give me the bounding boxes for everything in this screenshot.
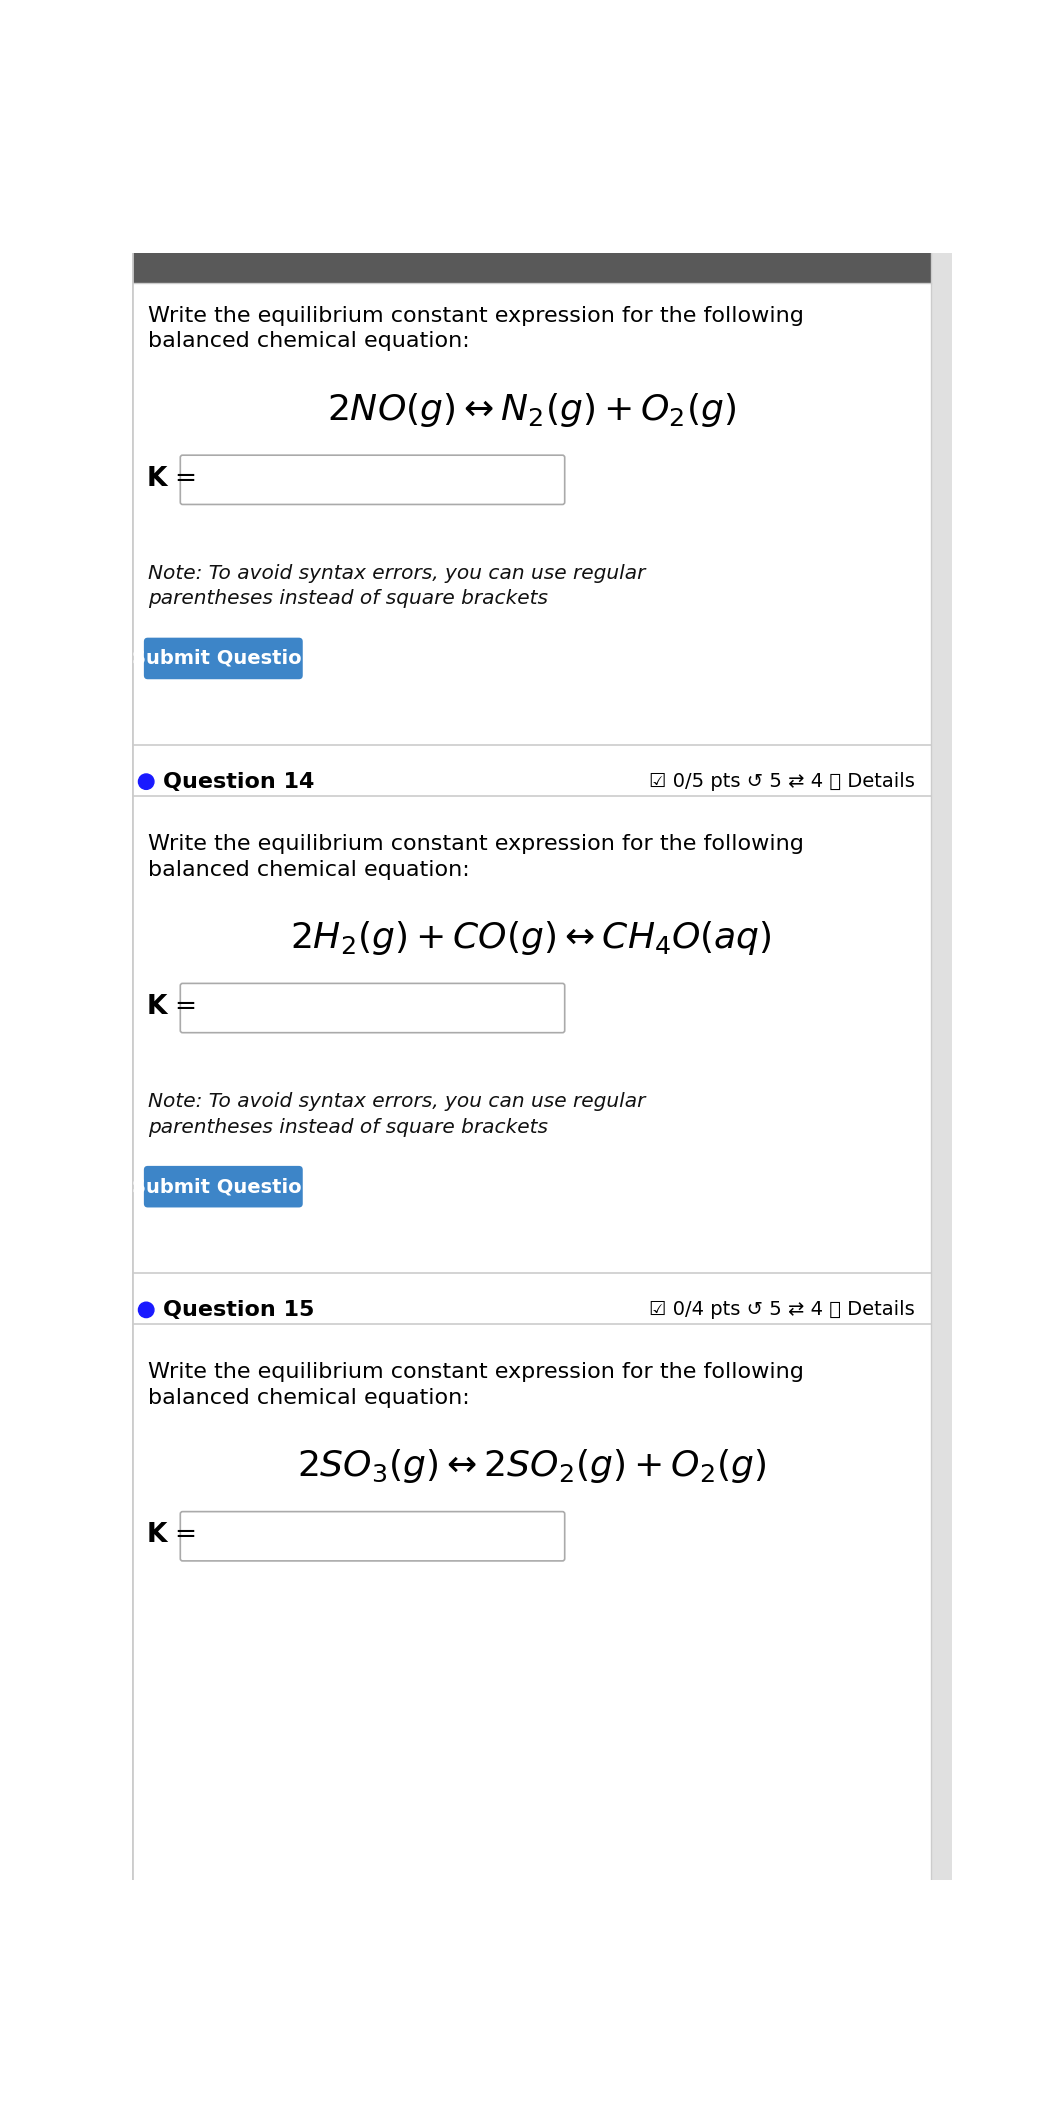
FancyBboxPatch shape bbox=[180, 984, 565, 1033]
FancyBboxPatch shape bbox=[144, 1166, 303, 1208]
Text: $\mathbf{K}$ =: $\mathbf{K}$ = bbox=[146, 467, 197, 492]
FancyBboxPatch shape bbox=[144, 638, 303, 680]
Circle shape bbox=[139, 773, 154, 790]
Text: ☑ 0/4 pts ↺ 5 ⇄ 4 ⓘ Details: ☑ 0/4 pts ↺ 5 ⇄ 4 ⓘ Details bbox=[650, 1301, 915, 1320]
Text: Note: To avoid syntax errors, you can use regular
parentheses instead of square : Note: To avoid syntax errors, you can us… bbox=[148, 1092, 645, 1136]
Text: $2H_2(g) + CO(g) \leftrightarrow CH_4O(aq)$: $2H_2(g) + CO(g) \leftrightarrow CH_4O(a… bbox=[291, 919, 772, 957]
Text: Question 15: Question 15 bbox=[163, 1299, 314, 1320]
Text: $\mathbf{K}$ =: $\mathbf{K}$ = bbox=[146, 995, 197, 1020]
Text: $\mathbf{K}$ =: $\mathbf{K}$ = bbox=[146, 1523, 197, 1548]
FancyBboxPatch shape bbox=[132, 253, 930, 283]
FancyBboxPatch shape bbox=[180, 456, 565, 505]
Text: Submit Question: Submit Question bbox=[131, 1176, 315, 1195]
Text: Write the equilibrium constant expression for the following
balanced chemical eq: Write the equilibrium constant expressio… bbox=[148, 834, 804, 879]
Text: Note: To avoid syntax errors, you can use regular
parentheses instead of square : Note: To avoid syntax errors, you can us… bbox=[148, 564, 645, 608]
Circle shape bbox=[139, 1303, 154, 1318]
Text: $2SO_3(g) \leftrightarrow 2SO_2(g) + O_2(g)$: $2SO_3(g) \leftrightarrow 2SO_2(g) + O_2… bbox=[296, 1447, 766, 1485]
Text: Question 14: Question 14 bbox=[163, 771, 314, 792]
Text: $2NO(g) \leftrightarrow N_2(g) + O_2(g)$: $2NO(g) \leftrightarrow N_2(g) + O_2(g)$ bbox=[327, 391, 736, 429]
FancyBboxPatch shape bbox=[930, 253, 952, 1880]
Text: Submit Question: Submit Question bbox=[131, 648, 315, 667]
Text: ☑ 0/5 pts ↺ 5 ⇄ 4 ⓘ Details: ☑ 0/5 pts ↺ 5 ⇄ 4 ⓘ Details bbox=[650, 773, 915, 792]
Text: Write the equilibrium constant expression for the following
balanced chemical eq: Write the equilibrium constant expressio… bbox=[148, 1362, 804, 1409]
FancyBboxPatch shape bbox=[180, 1512, 565, 1561]
Text: Write the equilibrium constant expression for the following
balanced chemical eq: Write the equilibrium constant expressio… bbox=[148, 306, 804, 351]
